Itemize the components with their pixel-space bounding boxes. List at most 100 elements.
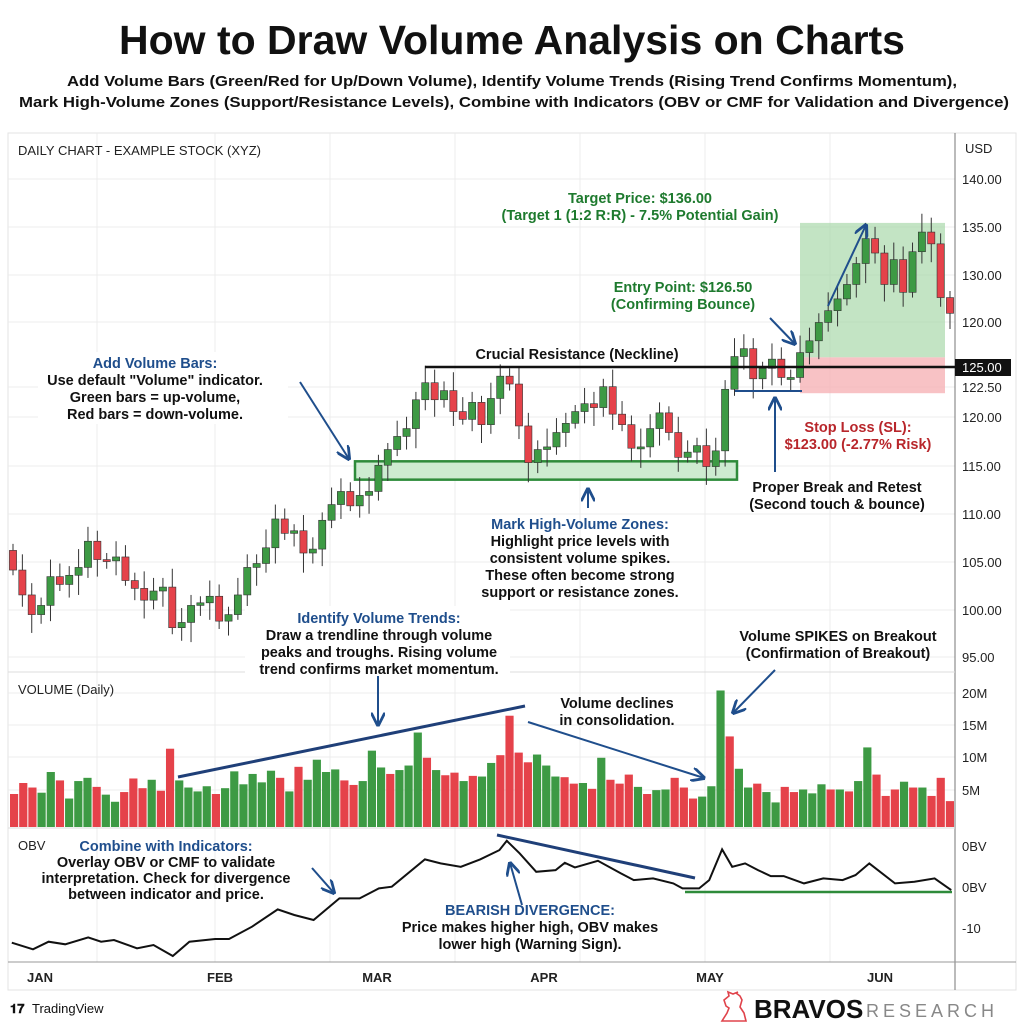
volume-bar-up — [358, 781, 367, 827]
volume-bar-up — [771, 802, 780, 827]
volume-bar-down — [909, 787, 918, 827]
candle-up — [580, 387, 589, 424]
entry-line: Entry Point: $126.50 — [614, 280, 753, 296]
candle-down — [627, 415, 636, 462]
zones-heading: Mark High-Volume Zones: — [491, 517, 669, 533]
candle-down — [749, 338, 758, 399]
candle-up — [421, 365, 430, 411]
zones-line: Highlight price levels with — [491, 534, 670, 550]
platform-name: TradingView — [32, 1001, 104, 1016]
candle-body — [365, 491, 373, 496]
target-line: Target Price: $136.00 — [568, 191, 712, 207]
candle-up — [196, 596, 205, 616]
price-tick-label: 140.00 — [962, 172, 1002, 187]
arrow-to-decline-icon — [527, 721, 704, 778]
trends-line: Draw a trendline through volume — [266, 628, 492, 644]
volume-bar-up — [175, 780, 184, 827]
candle-body — [561, 423, 570, 433]
price-tick-label: 95.00 — [962, 650, 995, 665]
candle-up — [290, 524, 298, 547]
candle-up — [308, 537, 317, 564]
volume-bar-up — [854, 781, 863, 827]
arrow-to-spike-icon — [733, 669, 776, 713]
spikes-line: (Confirmation of Breakout) — [746, 646, 931, 662]
candle-body — [9, 550, 17, 571]
currency-label: USD — [965, 141, 992, 156]
candle-body — [308, 548, 317, 554]
volume-bar-down — [450, 772, 459, 827]
candle-body — [412, 399, 420, 429]
volume-bar-up — [404, 765, 413, 827]
candle-body — [627, 424, 636, 449]
candle-up — [112, 541, 120, 576]
candle-body — [917, 231, 926, 253]
candle-down — [702, 428, 711, 485]
candle-up — [711, 437, 720, 476]
brand-sub: RESEARCH — [866, 1001, 998, 1021]
candle-down — [449, 372, 458, 426]
add-volume-annotation: Add Volume Bars: Use default "Volume" in… — [38, 352, 288, 424]
candle-body — [121, 556, 130, 581]
candle-up — [65, 566, 74, 598]
candle-body — [571, 411, 580, 424]
tradingview-icon: 𝟏𝟕 — [10, 1001, 25, 1016]
candle-body — [674, 432, 683, 458]
volume-bar-down — [165, 748, 175, 827]
candle-body — [636, 446, 645, 450]
time-tick-label: JAN — [27, 970, 53, 985]
indicators-heading: Combine with Indicators: — [79, 839, 252, 855]
candle-body — [599, 386, 608, 408]
volume-bar-up — [202, 786, 211, 827]
stop-loss-line: Stop Loss (SL): — [804, 420, 911, 436]
candle-body — [177, 622, 186, 628]
divergence-annotation: BEARISH DIVERGENCE: Price makes higher h… — [402, 903, 658, 953]
candle-up — [917, 213, 926, 264]
volume-tick-label: 20M — [962, 686, 987, 701]
declines-line: in consolidation. — [559, 713, 674, 729]
candle-body — [65, 574, 74, 585]
candle-body — [702, 445, 711, 467]
volume-bar-up — [432, 770, 441, 827]
candle-body — [814, 322, 823, 342]
candle-up — [318, 512, 327, 567]
candle-body — [889, 259, 898, 285]
candle-up — [149, 577, 158, 610]
volume-bar-down — [688, 798, 698, 827]
candle-up — [833, 284, 842, 327]
volume-bar-up — [257, 782, 266, 827]
volume-bar-down — [753, 783, 762, 827]
candle-body — [824, 310, 833, 323]
zones-annotation: Mark High-Volume Zones: Highlight price … — [481, 517, 678, 601]
candle-body — [430, 382, 439, 401]
volume-bar-up — [312, 759, 321, 827]
candle-body — [84, 540, 92, 568]
candle-body — [946, 297, 954, 314]
zones-line: These often become strong — [485, 568, 674, 584]
candle-body — [280, 518, 289, 534]
retest-line: Proper Break and Retest — [752, 480, 921, 496]
candle-down — [215, 584, 224, 629]
candle-down — [93, 530, 102, 577]
candle-up — [271, 504, 280, 564]
candle-down — [618, 401, 626, 432]
candle-down — [299, 515, 308, 573]
candle-body — [374, 464, 383, 492]
candle-up — [243, 554, 252, 607]
candle-down — [280, 508, 289, 540]
volume-bar-up — [743, 787, 753, 827]
candle-body — [843, 284, 851, 300]
candle-body — [449, 390, 458, 412]
volume-bar-up — [230, 771, 239, 827]
volume-bar-up — [285, 791, 294, 827]
candle-down — [936, 233, 945, 307]
candle-up — [768, 343, 776, 386]
candle-body — [224, 614, 233, 622]
candle-body — [140, 588, 149, 601]
candle-body — [580, 403, 589, 412]
price-axis: 140.00 135.00 130.00 120.00 122.50 120.00 115.… — [962, 172, 1002, 665]
volume-bar-down — [881, 795, 890, 827]
volume-bar-down — [588, 788, 597, 827]
candle-body — [618, 413, 626, 425]
volume-bar-down — [936, 777, 945, 827]
indicators-line: interpretation. Check for divergence — [42, 871, 291, 887]
